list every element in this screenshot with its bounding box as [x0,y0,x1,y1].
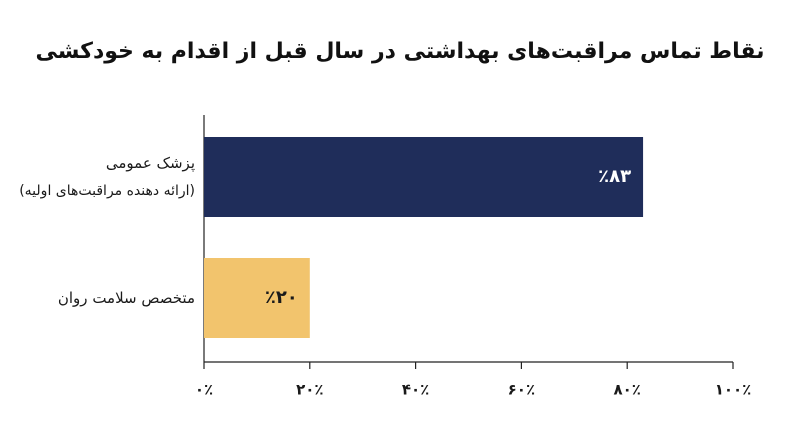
x-tick-label: ۶۰٪ [508,381,535,399]
chart-title: نقاط تماس مراقبت‌های بهداشتی در سال قبل … [36,39,765,64]
x-tick-label: ۱۰۰٪ [715,381,752,399]
x-tick-label: ۸۰٪ [613,381,640,399]
bar [204,258,310,338]
value-label: ٪۲۰ [265,287,298,308]
y-tick-label: متخصص سلامت روان [57,289,195,307]
x-tick-label: ۰٪ [195,381,213,399]
bar [204,137,644,217]
y-tick-label: پزشک عمومی (ارائه دهنده مراقبت‌های اولیه… [19,154,195,199]
value-label: ٪۸۳ [598,166,631,187]
x-tick-label: ۴۰٪ [402,381,429,399]
x-tick-label: ۲۰٪ [296,381,323,399]
